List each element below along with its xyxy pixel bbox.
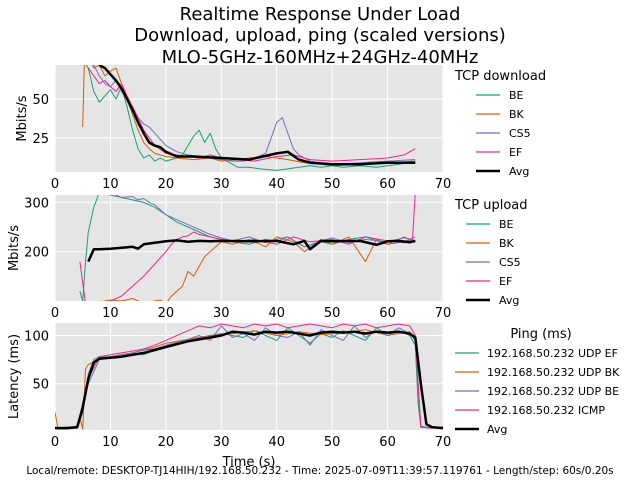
x-tick-label: 70 xyxy=(435,306,452,321)
x-tick-label: 0 xyxy=(51,435,59,450)
x-tick-label: 60 xyxy=(379,306,396,321)
download-y-axis-label: Mbits/s xyxy=(15,95,30,141)
ping-plot-area xyxy=(55,323,443,430)
ping-series-192-168-50-232-udp-bk xyxy=(55,329,443,430)
x-tick-label: 70 xyxy=(435,435,452,450)
x-tick-label: 10 xyxy=(102,306,119,321)
download-plot-area xyxy=(55,65,443,172)
ping-y-axis-label: Latency (ms) xyxy=(7,334,22,419)
upload-series-group xyxy=(79,195,416,301)
x-tick-label: 20 xyxy=(158,306,175,321)
legend-entry-label: 192.168.50.232 UDP EF xyxy=(487,347,618,360)
legend-entry-label: CS5 xyxy=(509,127,531,140)
legend-entry-label: BE xyxy=(509,89,524,102)
title-line-2: Download, upload, ping (scaled versions) xyxy=(134,25,506,46)
upload-series-ef xyxy=(79,195,416,301)
y-tick-label: 50 xyxy=(32,93,49,108)
x-tick-label: 70 xyxy=(435,177,452,192)
x-tick-label: 10 xyxy=(102,177,119,192)
upload-series-cs5 xyxy=(108,195,416,248)
x-tick-label: 40 xyxy=(268,306,285,321)
ping-series-192-168-50-232-icmp xyxy=(55,323,443,430)
legend-entry-label: 192.168.50.232 UDP BE xyxy=(487,385,619,398)
upload-legend-title: TCP upload xyxy=(454,198,528,213)
x-tick-label: 40 xyxy=(268,177,285,192)
upload-series-avg xyxy=(87,239,416,263)
x-tick-label: 50 xyxy=(324,306,341,321)
upload-legend: TCP upload BE BK CS5 EF Avg xyxy=(454,198,528,307)
upload-y-axis-label: Mbits/s xyxy=(7,225,22,271)
x-tick-label: 60 xyxy=(379,435,396,450)
ping-legend-title: Ping (ms) xyxy=(510,327,571,342)
x-tick-label: 0 xyxy=(51,177,59,192)
legend-entry-label: Avg xyxy=(487,423,507,436)
legend-entry-label: EF xyxy=(509,146,522,159)
figure-title: Realtime Response Under Load Download, u… xyxy=(134,4,506,68)
y-tick-label: 50 xyxy=(32,378,49,393)
y-tick-label: 25 xyxy=(32,132,49,147)
ping-series-avg xyxy=(55,330,443,430)
x-tick-label: 30 xyxy=(213,435,230,450)
legend-entry-label: Avg xyxy=(509,165,529,178)
y-tick-label: 200 xyxy=(24,246,49,261)
y-tick-label: 300 xyxy=(24,196,49,211)
legend-entry-label: BK xyxy=(499,237,515,250)
ping-legend: Ping (ms) 192.168.50.232 UDP EF 192.168.50… xyxy=(455,327,620,436)
legend-entry-label: BE xyxy=(499,218,514,231)
ping-series-group xyxy=(55,323,443,430)
x-tick-label: 60 xyxy=(379,177,396,192)
x-tick-label: 40 xyxy=(268,435,285,450)
x-tick-label: 30 xyxy=(213,306,230,321)
footer-info: Local/remote: DESKTOP-TJ14HIH/192.168.50… xyxy=(26,465,613,477)
ping-series-192-168-50-232-udp-be xyxy=(55,325,443,429)
download-series-ef xyxy=(87,67,416,162)
legend-entry-label: EF xyxy=(499,275,512,288)
download-series-avg xyxy=(98,65,416,166)
x-tick-label: 10 xyxy=(102,435,119,450)
title-line-3: MLO-5GHz-160MHz+24GHz-40MHz xyxy=(162,47,479,68)
x-tick-label: 30 xyxy=(213,177,230,192)
x-tick-label: 50 xyxy=(324,435,341,450)
download-legend-title: TCP download xyxy=(454,69,546,84)
legend-entry-label: 192.168.50.232 ICMP xyxy=(487,404,605,417)
x-tick-label: 20 xyxy=(158,435,175,450)
x-tick-label: 50 xyxy=(324,177,341,192)
legend-entry-label: 192.168.50.232 UDP BK xyxy=(487,366,620,379)
x-tick-label: 20 xyxy=(158,177,175,192)
x-tick-label: 0 xyxy=(51,306,59,321)
legend-entry-label: Avg xyxy=(499,294,519,307)
ping-x-axis-label: Time (s) xyxy=(222,455,276,470)
y-tick-label: 100 xyxy=(24,330,49,345)
title-line-1: Realtime Response Under Load xyxy=(180,4,461,25)
download-series-group xyxy=(82,65,416,171)
legend-entry-label: BK xyxy=(509,108,525,121)
legend-entry-label: CS5 xyxy=(499,256,521,269)
download-legend: TCP download BE BK CS5 EF Avg xyxy=(454,69,546,178)
